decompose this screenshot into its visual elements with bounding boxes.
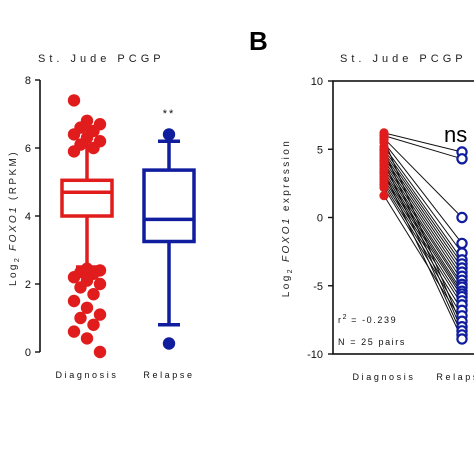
- panel-a-significance: **: [163, 108, 176, 120]
- panel-b-pair-count: N = 25 pairs: [338, 337, 406, 347]
- pair-line: [383, 168, 463, 288]
- outlier-point: [74, 281, 87, 294]
- y-tick-label: -5: [313, 281, 323, 293]
- panel-a-y-ticks: 0 2 4 6 8: [25, 75, 40, 359]
- outlier-point: [162, 337, 176, 350]
- y-tick-label: 4: [25, 211, 31, 223]
- panel-a-category-relapse: Relapse: [143, 370, 194, 380]
- outlier-point: [67, 294, 81, 308]
- pair-line: [383, 161, 463, 336]
- pair-line: [383, 165, 463, 285]
- y-tick-label: -10: [307, 349, 323, 361]
- outlier-point: [80, 301, 94, 314]
- box-relapse: [142, 128, 196, 350]
- diagnosis-point: [379, 191, 389, 201]
- y-tick-label: 5: [317, 144, 323, 156]
- panel-b-label: B: [249, 26, 268, 56]
- panel-b-r-squared: r2 = -0.239: [338, 314, 397, 325]
- panel-a: St. Jude PCGP Log2FOXO1(RPKM) 0 2 4 6 8 ** D…: [8, 53, 196, 380]
- pair-line: [383, 139, 463, 327]
- diagnosis-point: [379, 156, 389, 167]
- relapse-point: [456, 211, 468, 224]
- pair-line: [383, 157, 463, 273]
- outlier-point: [67, 94, 81, 107]
- outlier-point: [87, 288, 100, 301]
- panel-a-title: St. Jude PCGP: [38, 53, 165, 65]
- outlier-point: [67, 128, 81, 141]
- outlier-point: [87, 141, 100, 155]
- panel-b-marks: [379, 128, 468, 345]
- pair-line: [383, 137, 463, 218]
- y-tick-label: 6: [25, 143, 31, 155]
- diagnosis-point: [379, 146, 389, 156]
- outlier-point: [80, 332, 94, 345]
- outlier-point: [67, 271, 81, 284]
- pair-line: [383, 162, 463, 281]
- pair-line: [383, 150, 463, 331]
- pair-line: [383, 170, 463, 292]
- outlier-point: [162, 128, 176, 141]
- y-tick-label: 8: [25, 75, 31, 87]
- panel-a-category-diagnosis: Diagnosis: [56, 370, 119, 380]
- outlier-point: [87, 318, 100, 331]
- pair-line: [383, 172, 463, 340]
- panel-b-y-ticks: -10 -5 0 5 10: [307, 76, 333, 361]
- box-iqr: [142, 168, 196, 244]
- outlier-point: [93, 308, 107, 321]
- outlier-point: [93, 345, 107, 359]
- outlier-point: [74, 311, 87, 325]
- panel-b-category-relapse: Relapse: [436, 372, 474, 382]
- y-tick-label: 0: [317, 213, 323, 225]
- diagnosis-point: [379, 167, 389, 178]
- relapse-points: [456, 146, 468, 345]
- pair-line: [383, 181, 463, 306]
- pair-lines: [383, 132, 463, 340]
- y-tick-label: 10: [311, 76, 323, 88]
- y-tick-label: 2: [25, 279, 31, 291]
- diagnosis-points: [379, 128, 389, 201]
- pair-line: [383, 176, 463, 297]
- pair-line: [383, 135, 463, 160]
- panel-a-marks: [60, 94, 196, 359]
- pair-line: [383, 132, 463, 153]
- diagnosis-point: [379, 182, 389, 193]
- outlier-point: [93, 277, 107, 291]
- panel-b-significance: ns: [444, 122, 467, 147]
- pair-line: [383, 154, 463, 269]
- panel-a-y-axis-label: Log2FOXO1(RPKM): [8, 150, 21, 286]
- panel-b-y-axis-label: Log2FOXO1expression: [281, 139, 294, 297]
- box-iqr: [60, 178, 114, 218]
- pair-line: [383, 142, 463, 244]
- relapse-point: [456, 333, 468, 345]
- relapse-point: [456, 153, 468, 165]
- diagnosis-point: [379, 135, 389, 145]
- y-tick-label: 0: [25, 347, 31, 359]
- outlier-point: [67, 325, 81, 338]
- panel-b-category-diagnosis: Diagnosis: [353, 372, 416, 382]
- panel-b-title: St. Jude PCGP: [340, 53, 467, 65]
- relapse-point: [456, 237, 468, 250]
- pair-line: [383, 146, 463, 254]
- box-diagnosis: [60, 94, 114, 359]
- panel-b: B St. Jude PCGP Log2FOXO1expression -10-…: [249, 26, 474, 382]
- pair-line: [383, 148, 463, 261]
- outlier-point: [67, 145, 81, 158]
